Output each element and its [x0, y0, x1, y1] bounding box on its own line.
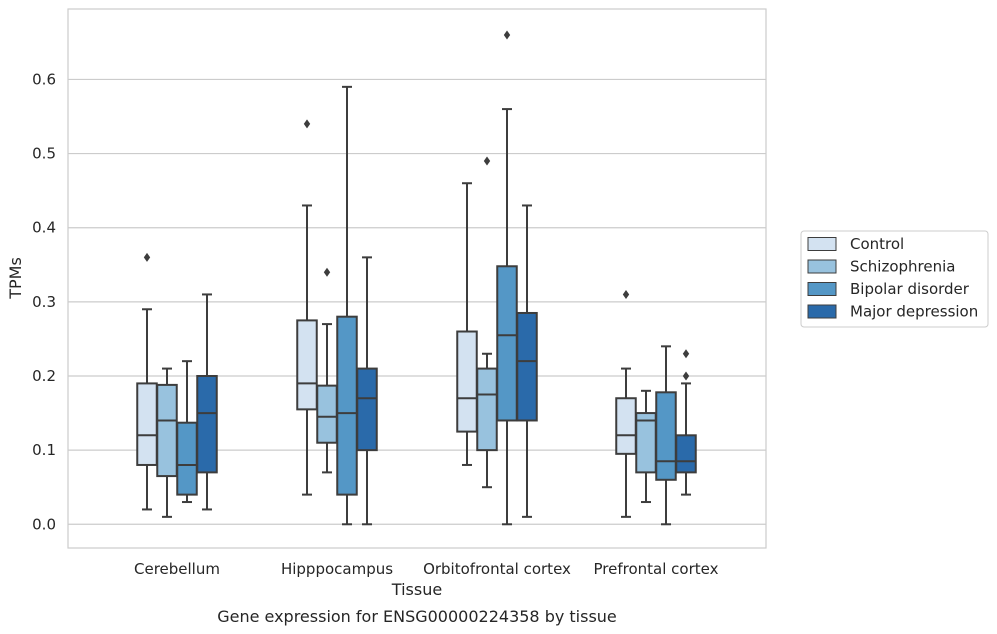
outlier-point [503, 30, 511, 40]
y-tick-label: 0.0 [32, 515, 56, 533]
outlier-point [682, 349, 690, 359]
box [476, 367, 498, 452]
legend-swatch [807, 259, 837, 274]
series-bipolar-disorder [176, 30, 677, 526]
box [316, 384, 338, 444]
plot-area-frame [67, 8, 767, 549]
box [356, 367, 378, 452]
box [296, 319, 318, 411]
outlier-point [682, 371, 690, 381]
outlier-point [143, 252, 151, 262]
legend-label: Control [850, 235, 904, 253]
box [156, 383, 178, 478]
legend-frame [800, 230, 989, 328]
x-tick-label: Prefrontal cortex [594, 560, 719, 578]
legend-label: Bipolar disorder [850, 280, 970, 298]
y-tick-label: 0.4 [32, 219, 56, 237]
x-axis-label: Tissue [391, 580, 442, 599]
y-tick-label: 0.5 [32, 145, 56, 163]
legend-label: Major depression [850, 303, 978, 321]
y-tick-label: 0.3 [32, 293, 56, 311]
outlier-point [323, 267, 331, 277]
x-tick-label: Hipppocampus [281, 560, 393, 578]
box [516, 311, 538, 422]
box [136, 382, 158, 466]
box [196, 374, 218, 474]
box [176, 421, 198, 496]
box [655, 391, 677, 481]
box [635, 412, 657, 474]
series-control [136, 119, 637, 518]
legend-swatch [807, 237, 837, 251]
box [615, 397, 637, 455]
legend: Control Schizophrenia Bipolar disorder Majo… [800, 230, 989, 328]
box-series [136, 30, 697, 526]
series-major-depression [196, 204, 697, 526]
box [456, 330, 478, 433]
outlier-point [483, 156, 491, 166]
legend-label: Schizophrenia [850, 258, 955, 276]
box [336, 315, 358, 496]
chart-caption: Gene expression for ENSG00000224358 by t… [217, 607, 617, 626]
outlier-point [303, 119, 311, 129]
series-schizophrenia [156, 156, 657, 518]
x-tick-label: Orbitofrontal cortex [423, 560, 571, 578]
y-tick-label: 0.2 [32, 367, 56, 385]
y-axis-label: TPMs [6, 257, 25, 300]
y-tick-label: 0.1 [32, 441, 56, 459]
y-axis-ticks: 0.0 0.1 0.2 0.3 0.4 0.5 0.6 [32, 70, 56, 533]
box [675, 434, 697, 474]
box [496, 265, 518, 422]
y-tick-label: 0.6 [32, 70, 56, 88]
outlier-point [622, 289, 630, 299]
x-axis-ticks: Cerebellum Hipppocampus Orbitofrontal cort… [134, 560, 719, 578]
legend-swatch [807, 304, 837, 319]
legend-swatch [807, 282, 837, 296]
x-tick-label: Cerebellum [134, 560, 220, 578]
